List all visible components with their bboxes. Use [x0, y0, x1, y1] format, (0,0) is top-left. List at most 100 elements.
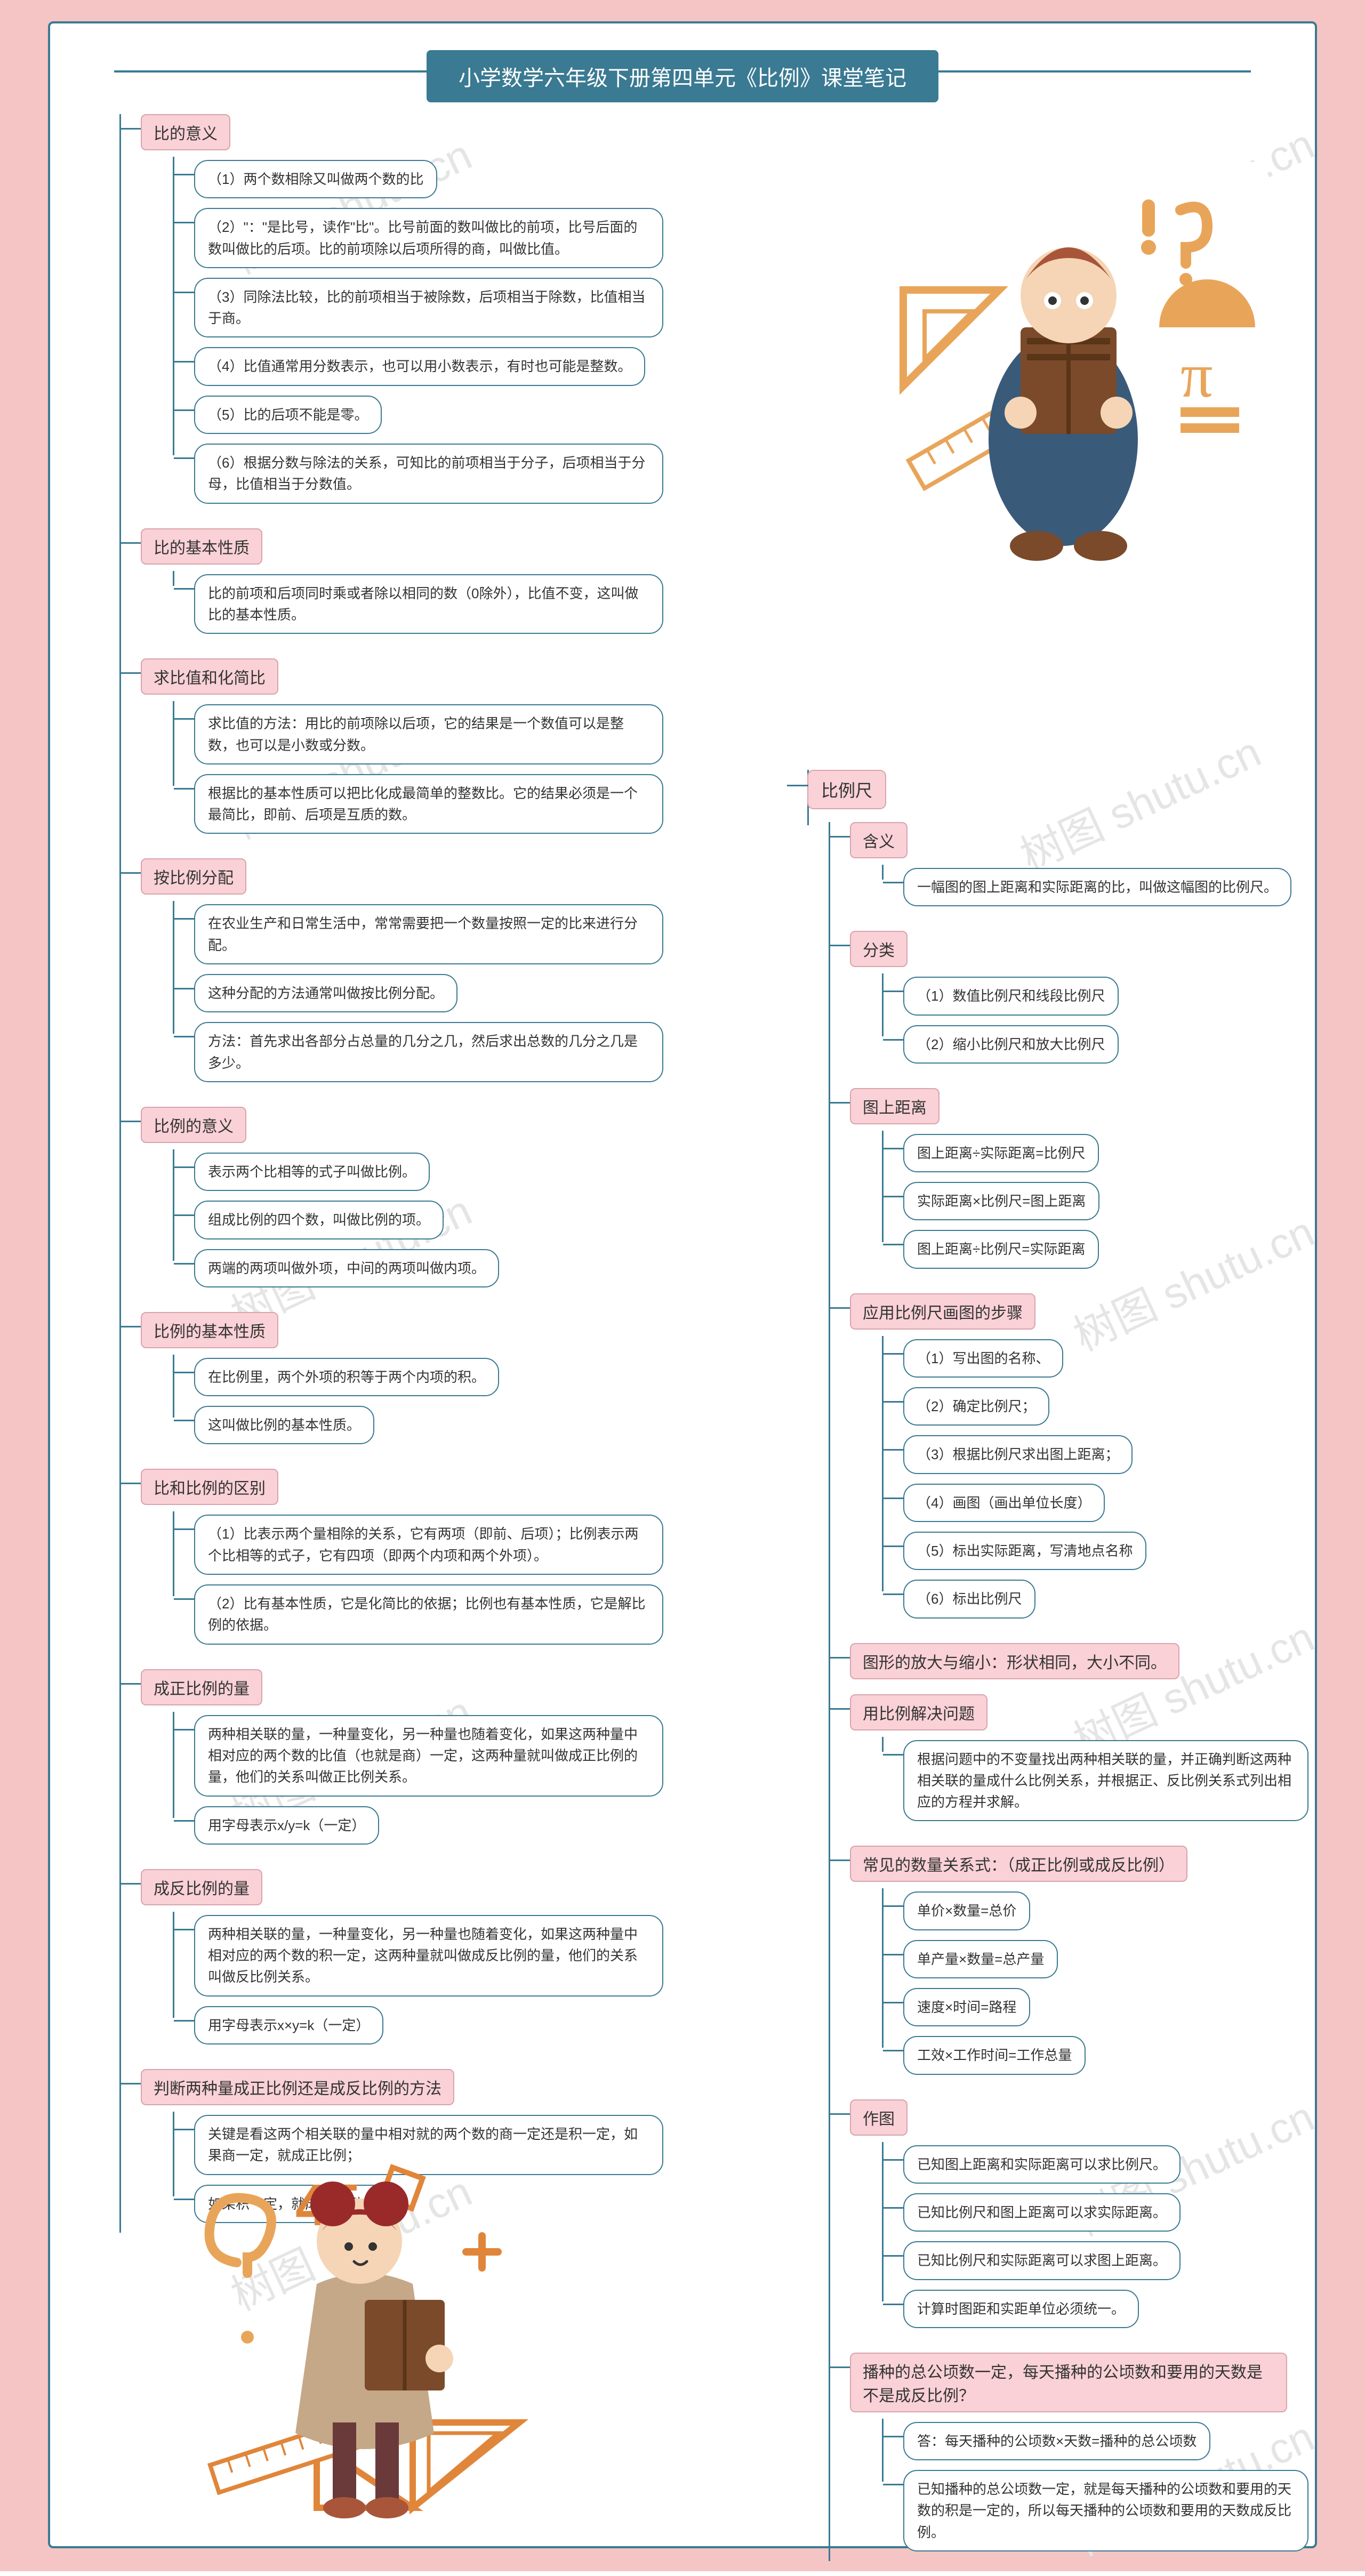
connector — [119, 1326, 141, 1327]
section: 按比例分配在农业生产和日常生活中，常常需要把一个数量按照一定的比来进行分配。这种… — [141, 858, 685, 1091]
connector — [119, 672, 141, 674]
connector — [883, 2002, 904, 2003]
section-head: 比例的基本性质 — [141, 1312, 278, 1348]
connector — [174, 1166, 195, 1168]
leaf-node: 求比值的方法：用比的前项除以后项，它的结果是一个数值可以是整数，也可以是小数或分… — [194, 704, 663, 764]
connector — [883, 1039, 904, 1041]
leaf-node: （2）缩小比例尺和放大比例尺 — [903, 1025, 1119, 1064]
connector — [883, 1905, 904, 1907]
children: 在比例里，两个外项的积等于两个内项的积。这叫做比例的基本性质。 — [173, 1358, 685, 1454]
children: 两种相关联的量，一种量变化，另一种量也随着变化，如果这两种量中相对应的两个数的积… — [173, 1915, 685, 2054]
child-rail — [173, 901, 174, 1034]
connector — [119, 2083, 141, 2084]
connector — [174, 361, 195, 363]
connector — [174, 1263, 195, 1265]
connector — [883, 2304, 904, 2305]
right-root-node: 比例尺 — [807, 770, 886, 809]
connector — [119, 1883, 141, 1885]
child-rail — [882, 1336, 884, 1591]
section-head: 含义 — [850, 822, 908, 858]
connector — [174, 409, 195, 411]
section-head: 常见的数量关系式：（成正比例或成反比例） — [850, 1846, 1187, 1882]
section: 比的基本性质比的前项和后项同时乘或者除以相同的数（0除外），比值不变，这叫做比的… — [141, 528, 685, 644]
connector — [883, 1244, 904, 1245]
leaf-node: （1）数值比例尺和线段比例尺 — [903, 977, 1119, 1015]
section: 用比例解决问题根据问题中的不变量找出两种相关联的量，并正确判断这两种相关联的量成… — [850, 1694, 1308, 1831]
children: （1）比表示两个量相除的关系，它有两项（即前、后项）；比例表示两个比相等的式子，… — [173, 1515, 685, 1654]
right-column: 比例尺 含义一幅图的图上距离和实际距离的比，叫做这幅图的比例尺。分类（1）数值比… — [807, 770, 1308, 2576]
illustration-boy: π — [861, 162, 1266, 589]
child-rail — [882, 2419, 884, 2482]
children: 单价×数量=总价单产量×数量=总产量速度×时间=路程工效×工作时间=工作总量 — [882, 1891, 1308, 2084]
leaf-node: 两端的两项叫做外项，中间的两项叫做内项。 — [194, 1249, 499, 1287]
children: （1）写出图的名称、（2）确定比例尺；（3）根据比例尺求出图上距离；（4）画图（… — [882, 1339, 1308, 1628]
connector — [883, 2484, 904, 2485]
left-rail — [119, 114, 121, 2233]
connector — [829, 1307, 850, 1309]
connector — [883, 2159, 904, 2161]
section: 比例的意义表示两个比相等的式子叫做比例。组成比例的四个数，叫做比例的项。两端的两… — [141, 1107, 685, 1297]
connector — [174, 718, 195, 720]
connector — [883, 1954, 904, 1955]
illustration-girl: 45 — [189, 2124, 573, 2518]
connector — [829, 1708, 850, 1710]
leaf-node: 在农业生产和日常生活中，常常需要把一个数量按照一定的比来进行分配。 — [194, 904, 663, 964]
children: 比的前项和后项同时乘或者除以相同的数（0除外），比值不变，这叫做比的基本性质。 — [173, 574, 685, 644]
section: 比例的基本性质在比例里，两个外项的积等于两个内项的积。这叫做比例的基本性质。 — [141, 1312, 685, 1454]
leaf-node: 用字母表示x×y=k（一定） — [194, 2006, 383, 2044]
leaf-node: 根据问题中的不变量找出两种相关联的量，并正确判断这两种相关联的量成什么比例关系，… — [903, 1740, 1308, 1822]
section: 图上距离图上距离÷实际距离=比例尺实际距离×比例尺=图上距离图上距离÷比例尺=实… — [850, 1088, 1308, 1278]
leaf-node: （4）比值通常用分数表示，也可以用小数表示，有时也可能是整数。 — [194, 347, 645, 385]
child-rail — [173, 1511, 174, 1596]
connector — [174, 588, 195, 590]
children: 已知图上距离和实际距离可以求比例尺。已知比例尺和图上距离可以求实际距离。已知比例… — [882, 2145, 1308, 2338]
connector — [174, 174, 195, 175]
children: （1）数值比例尺和线段比例尺 （2）缩小比例尺和放大比例尺 — [882, 977, 1308, 1073]
section: 播种的总公顷数一定，每天播种的公顷数和要用的天数是不是成反比例？答：每天播种的公… — [850, 2353, 1308, 2561]
section-head: 播种的总公顷数一定，每天播种的公顷数和要用的天数是不是成反比例？ — [850, 2353, 1287, 2412]
connector — [119, 128, 141, 130]
child-rail — [173, 1355, 174, 1418]
connector — [883, 1545, 904, 1547]
connector — [883, 1401, 904, 1403]
leaf-node: 计算时图距和实距单位必须统一。 — [903, 2290, 1139, 2328]
leaf-node: （3）根据比例尺求出图上距离； — [903, 1435, 1133, 1474]
leaf-node: 这种分配的方法通常叫做按比例分配。 — [194, 974, 457, 1012]
connector — [883, 2436, 904, 2437]
leaf-node: （2）比有基本性质，它是化简比的依据；比例也有基本性质，它是解比例的依据。 — [194, 1584, 663, 1645]
leaf-node: 已知比例尺和图上距离可以求实际距离。 — [903, 2193, 1181, 2232]
connector — [174, 1214, 195, 1216]
children: 求比值的方法：用比的前项除以后项，它的结果是一个数值可以是整数，也可以是小数或分… — [173, 704, 685, 843]
page-title: 小学数学六年级下册第四单元《比例》课堂笔记 — [427, 50, 938, 102]
connector — [883, 991, 904, 992]
right-inner-rail — [829, 822, 830, 2561]
leaf-node: （1）比表示两个量相除的关系，它有两项（即前、后项）；比例表示两个比相等的式子，… — [194, 1515, 663, 1575]
section-head: 判断两种量成正比例还是成反比例的方法 — [141, 2069, 454, 2105]
connector — [174, 1598, 195, 1600]
leaf-node: （2）"："是比号，读作"比"。比号前面的数叫做比的前项，比号后面的数叫做比的后… — [194, 208, 663, 268]
connector — [119, 872, 141, 874]
child-rail — [173, 1712, 174, 1818]
leaf-node: 图上距离÷实际距离=比例尺 — [903, 1134, 1099, 1172]
section: 比和比例的区别（1）比表示两个量相除的关系，它有两项（即前、后项）；比例表示两个… — [141, 1469, 685, 1654]
section-head: 图形的放大与缩小：形状相同，大小不同。 — [850, 1643, 1179, 1679]
section: 求比值和化简比求比值的方法：用比的前项除以后项，它的结果是一个数值可以是整数，也… — [141, 658, 685, 843]
leaf-node: （5）标出实际距离，写清地点名称 — [903, 1532, 1146, 1570]
section: 常见的数量关系式：（成正比例或成反比例） 单价×数量=总价单产量×数量=总产量速度… — [850, 1846, 1308, 2084]
section: 分类（1）数值比例尺和线段比例尺（2）缩小比例尺和放大比例尺 — [850, 931, 1308, 1073]
connector — [829, 836, 850, 838]
section-head: 成反比例的量 — [141, 1869, 262, 1905]
connector — [883, 1498, 904, 1499]
connector — [883, 2255, 904, 2257]
leaf-node: 已知播种的总公顷数一定，就是每天播种的公顷数和要用的天数的积是一定的，所以每天播… — [903, 2470, 1308, 2551]
leaf-node: 比的前项和后项同时乘或者除以相同的数（0除外），比值不变，这叫做比的基本性质。 — [194, 574, 663, 634]
connector — [174, 457, 195, 459]
left-column: 比的意义（1）两个数相除又叫做两个数的比（2）"："是比号，读作"比"。比号前面… — [119, 114, 685, 2248]
section-head: 成正比例的量 — [141, 1669, 262, 1705]
section: 图形的放大与缩小：形状相同，大小不同。 — [850, 1643, 1308, 1679]
child-rail — [173, 701, 174, 786]
section-head: 比的基本性质 — [141, 528, 262, 565]
page-frame: 小学数学六年级下册第四单元《比例》课堂笔记 树图 shutu.cn树图 shut… — [48, 21, 1317, 2548]
leaf-node: （3）同除法比较，比的前项相当于被除数，后项相当于除数，比值相当于商。 — [194, 278, 663, 338]
connector — [883, 2050, 904, 2051]
